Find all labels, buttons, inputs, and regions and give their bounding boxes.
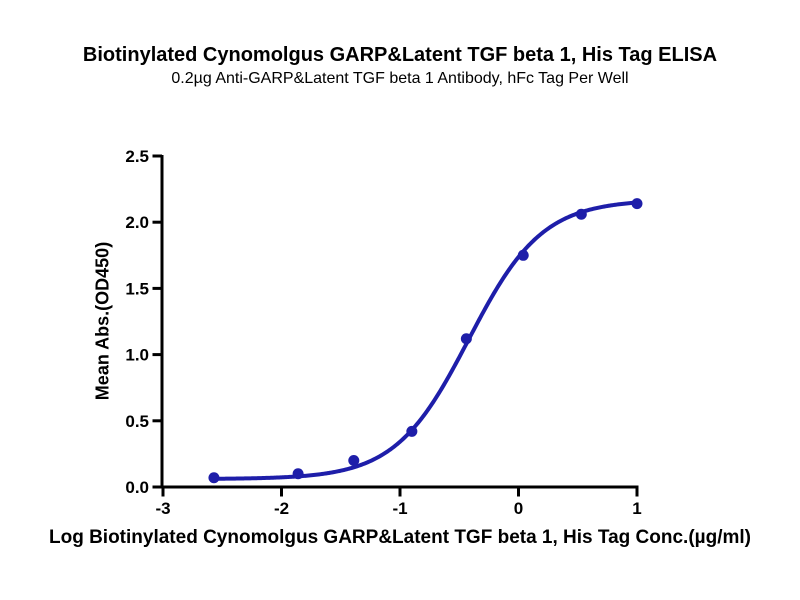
- y-tick-label: 2.5: [125, 147, 149, 166]
- x-tick-label: -1: [392, 499, 407, 518]
- x-tick-label: 0: [514, 499, 523, 518]
- y-tick-label: 0.5: [125, 412, 149, 431]
- data-point: [348, 455, 360, 467]
- data-point: [631, 198, 643, 210]
- fit-curve: [211, 200, 639, 481]
- y-tick-label: 1.5: [125, 279, 149, 298]
- data-point: [460, 333, 472, 345]
- data-point: [292, 468, 304, 480]
- x-axis-label: Log Biotinylated Cynomolgus GARP&Latent …: [48, 527, 751, 548]
- y-tick-label: 2.0: [125, 213, 149, 232]
- chart-title: Biotinylated Cynomolgus GARP&Latent TGF …: [82, 44, 718, 66]
- x-tick-label: -3: [155, 499, 170, 518]
- x-tick-label: -2: [274, 499, 289, 518]
- data-point: [406, 425, 418, 437]
- data-point: [575, 208, 587, 220]
- data-point: [208, 472, 220, 484]
- y-tick-label: 0.0: [125, 478, 149, 497]
- x-tick-label: 1: [632, 499, 641, 518]
- chart-subtitle: 0.2µg Anti-GARP&Latent TGF beta 1 Antibo…: [171, 70, 629, 87]
- y-tick-label: 1.0: [125, 346, 149, 365]
- data-point: [517, 249, 529, 261]
